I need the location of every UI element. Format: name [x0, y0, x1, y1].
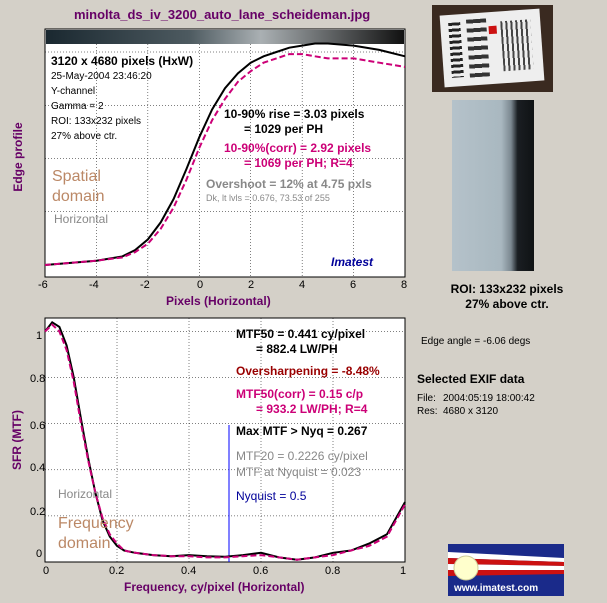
mtf-orientation-label: Horizontal	[58, 487, 113, 501]
edge-angle-label: Edge angle = -6.06 degs	[421, 336, 531, 347]
imatest-url: www.imatest.com	[454, 583, 539, 594]
mtf50-corr-label: MTF50(corr) = 0.15 c/p	[236, 387, 364, 401]
image-size-label: 3120 x 4680 pixels (HxW)	[51, 54, 194, 68]
mtf-xtick: 1	[400, 565, 407, 577]
rise-block: 10-90% rise = 3.03 pixels = 1029 per PH	[224, 107, 364, 137]
spatial-domain-label: Spatial domain	[52, 167, 104, 207]
rise-corr-block: 10-90%(corr) = 2.92 pixels = 1069 per PH…	[224, 141, 371, 171]
mtf-series-line	[44, 323, 406, 561]
test-chart-pattern	[448, 22, 464, 78]
edge-plot-gradient-bar	[46, 30, 404, 44]
edge-xtick: 0	[197, 279, 204, 291]
roi-caption-position: 27% above ctr.	[465, 297, 549, 311]
edge-xtick: 6	[350, 279, 357, 291]
rise-corr-label: 10-90%(corr) = 2.92 pixels	[224, 141, 372, 155]
roi-label: ROI: 133x232 pixels	[51, 116, 142, 127]
exif-key: File:	[417, 393, 436, 404]
channel-label: Y-channel	[51, 86, 96, 97]
roi-position-label: 27% above ctr.	[51, 131, 118, 142]
exif-key: Res:	[417, 406, 438, 417]
mtf-ytick-labels: 1 0.8 0.6 0.4 0.2 0	[24, 0, 46, 603]
mtf-ytick: 0.6	[30, 420, 46, 432]
edge-ylabel: Edge profile	[11, 122, 25, 192]
edge-xtick: 8	[401, 279, 408, 291]
mtf-plot-area	[44, 317, 406, 563]
imatest-brand-label: Imatest	[331, 255, 374, 269]
mtf-ytick: 0	[36, 548, 43, 560]
mtf50-lwph-label: = 882.4 LW/PH	[256, 342, 338, 356]
edge-plot-area	[44, 28, 406, 278]
edge-series-line	[44, 42, 406, 266]
mtf50-corr-block: MTF50(corr) = 0.15 c/p = 933.2 LW/PH; R=…	[236, 387, 367, 417]
mtf-grid	[45, 318, 405, 562]
frequency-domain-line1: Frequency	[58, 515, 134, 532]
edge-xtick: -2	[140, 279, 150, 291]
edge-grid	[45, 44, 405, 277]
nyquist-label: Nyquist = 0.5	[236, 489, 307, 503]
edge-xtick: 2	[248, 279, 255, 291]
test-chart-pattern	[465, 18, 490, 78]
mtf-xtick: 0	[43, 565, 50, 577]
mtf-series-group	[44, 320, 406, 561]
mtf50-corr-lwph-label: = 933.2 LW/PH; R=4	[256, 402, 368, 416]
rise-corr-ph-label: = 1069 per PH; R=4	[244, 156, 353, 170]
edge-series-line	[44, 53, 406, 266]
imatest-logo: www.imatest.com	[448, 544, 564, 596]
exif-value: 2004:05:19 18:00:42	[443, 393, 535, 404]
edge-info-block: 3120 x 4680 pixels (HxW) 25-May-2004 23:…	[51, 54, 193, 144]
test-chart-pattern	[500, 19, 534, 72]
edge-orientation-label: Horizontal	[54, 212, 109, 226]
rise-ph-label: = 1029 per PH	[244, 122, 324, 136]
mtf-xtick-labels: 0 0.2 0.4 0.6 0.8 1	[0, 565, 420, 579]
edge-series-group	[44, 42, 406, 266]
exif-table: File: 2004:05:19 18:00:42 Res: 4680 x 3120	[417, 392, 535, 418]
roi-caption-size: ROI: 133x232 pixels	[450, 282, 564, 296]
mtf-ytick: 1	[36, 330, 43, 342]
exif-heading: Selected EXIF data	[417, 372, 525, 386]
edge-xlabel: Pixels (Horizontal)	[166, 294, 271, 308]
frequency-domain-label: Frequency domain	[58, 514, 134, 554]
edge-xtick-labels: -6 -4 -2 0 2 4 6 8	[0, 279, 420, 293]
gamma-label: Gamma = 2	[51, 101, 104, 112]
mtf-nyquist-label: MTF at Nyquist = 0.023	[236, 465, 362, 479]
frequency-domain-line2: domain	[58, 535, 111, 552]
imatest-logo-graphic	[448, 544, 564, 584]
spatial-domain-line2: domain	[52, 188, 105, 205]
timestamp-label: 25-May-2004 23:46:20	[51, 71, 152, 82]
mtf-xtick: 0.8	[325, 565, 341, 577]
exif-value: 4680 x 3120	[443, 406, 499, 417]
spatial-domain-line1: Spatial	[52, 168, 101, 185]
mtf-xlabel: Frequency, cy/pixel (Horizontal)	[124, 580, 305, 594]
roi-image	[452, 100, 534, 271]
mtf50-label: MTF50 = 0.441 cy/pixel	[236, 327, 366, 341]
overshoot-label: Overshoot = 12% at 4.75 pxls	[206, 177, 372, 191]
mtf-ytick: 0.8	[30, 373, 46, 385]
mtf-ytick: 0.4	[30, 462, 46, 474]
mtf-xtick: 0.4	[181, 565, 197, 577]
edge-xtick: -4	[89, 279, 99, 291]
sun-icon	[453, 555, 479, 581]
mtf-xtick: 0.2	[109, 565, 125, 577]
edge-xtick: -6	[38, 279, 48, 291]
max-mtf-label: Max MTF > Nyq = 0.267	[236, 424, 368, 438]
mtf-ytick: 0.2	[30, 506, 46, 518]
test-chart-paper	[439, 8, 545, 88]
rise-label: 10-90% rise = 3.03 pixels	[224, 107, 365, 121]
oversharpening-label: Oversharpening = -8.48%	[236, 364, 380, 378]
mtf-ylabel: SFR (MTF)	[10, 410, 24, 470]
edge-xtick: 4	[299, 279, 306, 291]
test-chart-red-square	[488, 25, 498, 35]
roi-caption: ROI: 133x232 pixels 27% above ctr.	[437, 282, 577, 312]
mtf-xtick: 0.6	[253, 565, 269, 577]
exif-row: Res: 4680 x 3120	[417, 405, 535, 418]
mtf50-block: MTF50 = 0.441 cy/pixel = 882.4 LW/PH	[236, 327, 365, 357]
page-title: minolta_ds_iv_3200_auto_lane_scheideman.…	[74, 7, 371, 22]
exif-row: File: 2004:05:19 18:00:42	[417, 392, 535, 405]
mtf20-label: MTF20 = 0.2226 cy/pixel	[236, 449, 368, 463]
levels-label: Dk, lt lvls = 0.676, 73.53 of 255	[206, 193, 330, 203]
test-chart-thumbnail	[432, 5, 553, 92]
